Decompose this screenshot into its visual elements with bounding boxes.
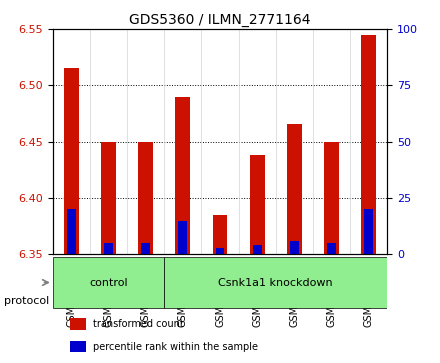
Text: transformed count: transformed count	[93, 319, 183, 329]
Bar	[101, 142, 116, 254]
Bar	[213, 215, 227, 254]
Bar	[138, 142, 153, 254]
Text: protocol: protocol	[4, 296, 50, 306]
FancyBboxPatch shape	[164, 257, 387, 308]
Bar	[178, 221, 187, 254]
Bar	[364, 209, 373, 254]
Bar	[70, 318, 86, 330]
Text: Csnk1a1 knockdown: Csnk1a1 knockdown	[218, 278, 333, 287]
Bar	[104, 243, 113, 254]
Bar	[290, 241, 299, 254]
Bar	[324, 142, 339, 254]
Text: control: control	[89, 278, 128, 287]
Bar	[250, 155, 264, 254]
Bar	[141, 243, 150, 254]
Bar	[64, 69, 79, 254]
Bar	[361, 35, 376, 254]
Bar	[287, 124, 302, 254]
Bar	[216, 248, 224, 254]
Bar	[67, 209, 76, 254]
Bar	[253, 245, 262, 254]
Bar	[176, 97, 190, 254]
Title: GDS5360 / ILMN_2771164: GDS5360 / ILMN_2771164	[129, 13, 311, 26]
Bar	[70, 341, 86, 352]
Bar	[327, 243, 336, 254]
FancyBboxPatch shape	[53, 257, 164, 308]
Text: percentile rank within the sample: percentile rank within the sample	[93, 342, 258, 352]
